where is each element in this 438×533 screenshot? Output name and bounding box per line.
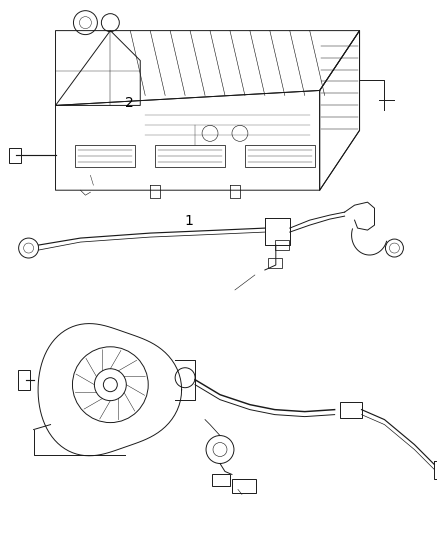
Bar <box>275 240 289 250</box>
Text: 1: 1 <box>184 214 193 228</box>
Bar <box>434 462 438 480</box>
Bar <box>75 146 135 167</box>
Bar <box>232 480 256 494</box>
Bar <box>339 402 361 417</box>
Bar <box>212 474 230 487</box>
Bar <box>9 148 21 163</box>
Bar <box>245 146 314 167</box>
Bar <box>18 370 30 390</box>
Bar <box>155 146 225 167</box>
Bar <box>268 258 282 268</box>
Text: 2: 2 <box>125 96 134 110</box>
